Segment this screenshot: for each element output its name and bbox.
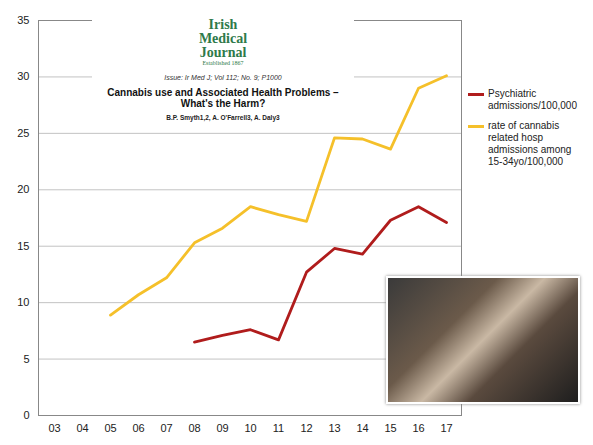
html-text:Issue: Ir Med J; Vol 112; No.: Issue: Ir Med J; Vol 112; No. 9; P1000 xyxy=(164,74,282,81)
svg-text:15: 15 xyxy=(384,422,396,434)
svg-text:06: 06 xyxy=(132,422,144,434)
svg-text:07: 07 xyxy=(160,422,172,434)
html-text:Cannabis use and Associated He: Cannabis use and Associated Health Probl… xyxy=(107,87,339,109)
html-text:B.P. Smyth1,2, A. O'Farrell3,: B.P. Smyth1,2, A. O'Farrell3, A. Daly3 xyxy=(166,114,280,121)
svg-text:10: 10 xyxy=(244,422,256,434)
svg-text:15: 15 xyxy=(17,240,29,252)
svg-text:09: 09 xyxy=(216,422,228,434)
svg-text:0: 0 xyxy=(23,409,29,421)
svg-text:35: 35 xyxy=(17,14,29,26)
svg-text:13: 13 xyxy=(328,422,340,434)
html-text:Established 1867: Established 1867 xyxy=(202,60,244,66)
html-text:Irish Medical Journal: Irish Medical Journal xyxy=(198,17,248,60)
svg-text:10: 10 xyxy=(17,296,29,308)
svg-text:17: 17 xyxy=(440,422,452,434)
svg-text:14: 14 xyxy=(356,422,368,434)
svg-text:5: 5 xyxy=(23,353,29,365)
svg-text:08: 08 xyxy=(188,422,200,434)
svg-text:12: 12 xyxy=(300,422,312,434)
svg-text:25: 25 xyxy=(17,127,29,139)
svg-text:04: 04 xyxy=(76,422,88,434)
html-text:rate of cannabis related hosp: rate of cannabis related hosp admissions… xyxy=(488,120,572,167)
svg-text:20: 20 xyxy=(17,183,29,195)
svg-text:30: 30 xyxy=(17,70,29,82)
svg-text:03: 03 xyxy=(48,422,60,434)
svg-text:05: 05 xyxy=(104,422,116,434)
svg-text:11: 11 xyxy=(273,422,284,434)
svg-text:16: 16 xyxy=(412,422,424,434)
html-text:Psychiatric admissions/100,000: Psychiatric admissions/100,000 xyxy=(488,88,577,111)
